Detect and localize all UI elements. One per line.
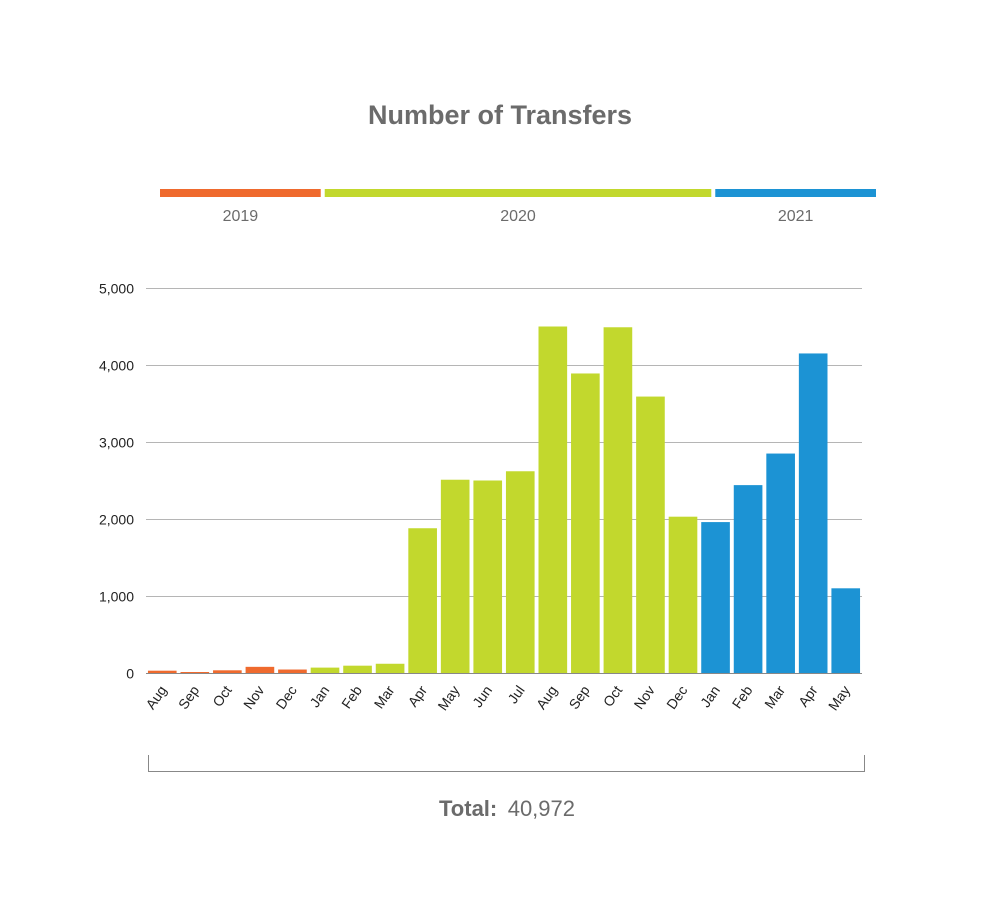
- total-bracket: [148, 755, 865, 772]
- bar: [343, 665, 372, 673]
- x-tick-label: Sep: [175, 682, 203, 712]
- bar: [473, 480, 503, 673]
- bar: [147, 670, 177, 673]
- bar: [278, 669, 307, 673]
- year-bar: [324, 189, 712, 197]
- bar: [538, 326, 568, 673]
- x-axis: Aug Sep Oct Nov Dec Jan Feb Mar Apr May Jun Jul Aug S…: [142, 682, 853, 713]
- y-tick-label: 5,000: [99, 281, 134, 297]
- grid-lines: [146, 288, 862, 674]
- bar: [733, 485, 763, 673]
- x-tick-label: Mar: [371, 682, 398, 711]
- bar: [180, 672, 210, 673]
- year-bar: [715, 189, 876, 197]
- x-tick-label: Mar: [761, 682, 788, 711]
- year-groups: 2019 2020 2021: [160, 189, 876, 225]
- y-tick-label: 0: [126, 666, 134, 682]
- y-axis: 0 1,000 2,000 3,000 4,000 5,000: [99, 281, 134, 682]
- x-tick-label: May: [825, 683, 853, 714]
- bar: [375, 663, 405, 673]
- bar: [668, 516, 698, 673]
- x-tick-label: Dec: [663, 683, 690, 713]
- bar: [440, 479, 470, 673]
- x-tick-label: Oct: [600, 682, 626, 709]
- x-tick-label: Aug: [533, 683, 560, 713]
- year-label: 2021: [778, 208, 814, 225]
- bar: [505, 471, 535, 673]
- chart-title: Number of Transfers: [368, 100, 632, 130]
- x-tick-label: May: [434, 683, 462, 714]
- x-tick-label: Apr: [795, 682, 821, 709]
- bar: [213, 670, 242, 673]
- bar: [571, 373, 600, 673]
- total-value: 40,972: [508, 796, 575, 821]
- x-tick-label: Nov: [631, 683, 658, 713]
- bar: [766, 453, 795, 673]
- x-tick-label: Dec: [273, 683, 300, 713]
- y-tick-label: 4,000: [99, 358, 134, 374]
- y-tick-label: 2,000: [99, 512, 134, 528]
- bar: [798, 353, 828, 673]
- x-tick-label: Feb: [338, 682, 365, 711]
- bar: [701, 522, 730, 673]
- x-tick-label: Nov: [240, 683, 267, 713]
- total-label: Total:: [439, 796, 497, 821]
- bar: [408, 528, 437, 673]
- x-tick-label: Jul: [504, 683, 527, 707]
- year-bar: [160, 189, 321, 197]
- year-label: 2020: [500, 208, 536, 225]
- y-tick-label: 3,000: [99, 435, 134, 451]
- x-tick-label: Sep: [565, 682, 593, 712]
- bar: [310, 667, 340, 673]
- bar: [831, 588, 861, 673]
- x-tick-label: Jun: [469, 683, 495, 711]
- x-tick-label: Apr: [404, 682, 430, 709]
- bars: [147, 326, 861, 673]
- x-tick-label: Aug: [142, 683, 169, 713]
- year-label: 2019: [223, 208, 259, 225]
- bar: [636, 396, 665, 673]
- bar: [603, 327, 633, 673]
- x-tick-label: Oct: [209, 682, 235, 709]
- x-tick-label: Jan: [697, 683, 723, 711]
- total-text: Total: 40,972: [439, 796, 575, 821]
- bar: [245, 666, 275, 673]
- x-tick-label: Feb: [729, 682, 756, 711]
- y-tick-label: 1,000: [99, 589, 134, 605]
- x-tick-label: Jan: [306, 683, 332, 711]
